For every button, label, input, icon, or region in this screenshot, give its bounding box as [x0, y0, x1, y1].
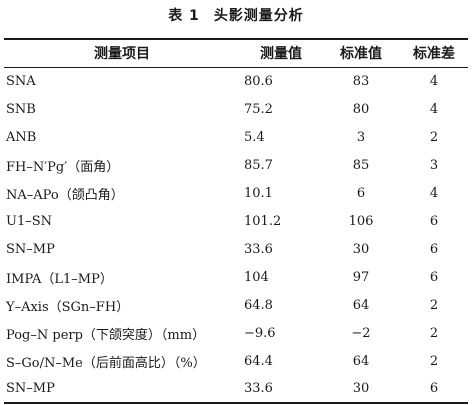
cell-sd: 4 — [429, 73, 439, 89]
cell-standard: 85 — [352, 157, 370, 173]
cell-value: 64.4 — [244, 353, 273, 369]
cell-value: 33.6 — [244, 241, 273, 257]
cell-sd: 2 — [429, 129, 439, 145]
cell-value: 80.6 — [244, 73, 273, 89]
cell-value: 5.4 — [244, 129, 265, 145]
table-row: SN–MP 33.6 30 6 — [4, 375, 468, 404]
cephalometric-table: 测量项目 测量值 标准值 标准差 SNA 80.6 83 4 SNB 75.2 … — [4, 38, 468, 404]
cell-standard: 80 — [352, 101, 370, 117]
cell-value: 85.7 — [244, 157, 273, 173]
cell-item: Pog–N perp（下颌突度）（mm） — [6, 327, 206, 343]
cell-item: SN–MP — [6, 241, 55, 257]
cell-sd: 6 — [429, 241, 439, 257]
table-row: U1–SN 101.2 106 6 — [4, 207, 468, 235]
table-row: Y–Axis（SGn–FH） 64.8 64 2 — [4, 291, 468, 319]
cell-item: SNB — [6, 101, 36, 117]
cell-sd: 6 — [429, 269, 439, 285]
cell-standard: 106 — [348, 213, 374, 229]
cell-value: 33.6 — [240, 375, 322, 404]
cell-item: SNA — [6, 73, 36, 89]
table-title: 头影测量分析 — [213, 8, 304, 24]
cell-sd: 2 — [429, 353, 439, 369]
cell-standard: 3 — [356, 129, 366, 145]
cell-standard: 64 — [352, 297, 370, 313]
cell-standard: 64 — [352, 353, 370, 369]
table-row: FH–N′Pg′（面角） 85.7 85 3 — [4, 151, 468, 179]
cell-item: NA–APo（颌凸角） — [6, 187, 124, 203]
table-row: S–Go/N–Me（后前面高比）（%） 64.4 64 2 — [4, 347, 468, 375]
table-number: 表 1 — [168, 8, 200, 24]
header-standard: 标准值 — [322, 38, 400, 68]
table-row: SNA 80.6 83 4 — [4, 67, 468, 95]
cell-standard: 83 — [352, 73, 370, 89]
cell-item: S–Go/N–Me（后前面高比）（%） — [6, 355, 206, 371]
cell-item: SN–MP — [4, 375, 240, 404]
cell-sd: 2 — [429, 297, 439, 313]
table-row: ANB 5.4 3 2 — [4, 123, 468, 151]
cell-sd: 6 — [400, 375, 468, 404]
cell-standard: 97 — [352, 269, 370, 285]
cell-sd: 4 — [429, 101, 439, 117]
cell-standard: 30 — [352, 241, 370, 257]
table-row: SNB 75.2 80 4 — [4, 95, 468, 123]
table-row: NA–APo（颌凸角） 10.1 6 4 — [4, 179, 468, 207]
cell-sd: 4 — [429, 185, 439, 201]
table-header-row: 测量项目 测量值 标准值 标准差 — [4, 38, 468, 68]
table-caption: 表 1 头影测量分析 — [0, 7, 472, 25]
cell-item: ANB — [6, 129, 37, 145]
cell-value: 101.2 — [244, 213, 282, 229]
cell-sd: 6 — [429, 213, 439, 229]
cell-item: U1–SN — [6, 213, 53, 229]
cell-standard: 6 — [356, 185, 366, 201]
cell-value: 10.1 — [244, 185, 273, 201]
header-value: 测量值 — [240, 38, 322, 68]
cell-item: IMPA（L1–MP） — [6, 271, 113, 287]
cell-standard: −2 — [351, 325, 371, 341]
table-row: IMPA（L1–MP） 104 97 6 — [4, 263, 468, 291]
cell-value: 64.8 — [244, 297, 273, 313]
cell-value: 75.2 — [244, 101, 273, 117]
cell-standard: 30 — [322, 375, 400, 404]
cell-sd: 2 — [429, 325, 439, 341]
cell-item: FH–N′Pg′（面角） — [6, 159, 120, 175]
table-row: Pog–N perp（下颌突度）（mm） −9.6 −2 2 — [4, 319, 468, 347]
cell-value: −9.6 — [244, 325, 276, 341]
table-row: SN–MP 33.6 30 6 — [4, 235, 468, 263]
cell-value: 104 — [244, 269, 269, 285]
cell-item: Y–Axis（SGn–FH） — [6, 299, 130, 315]
header-item: 测量项目 — [4, 38, 240, 68]
cell-sd: 3 — [429, 157, 439, 173]
header-sd: 标准差 — [400, 38, 468, 68]
